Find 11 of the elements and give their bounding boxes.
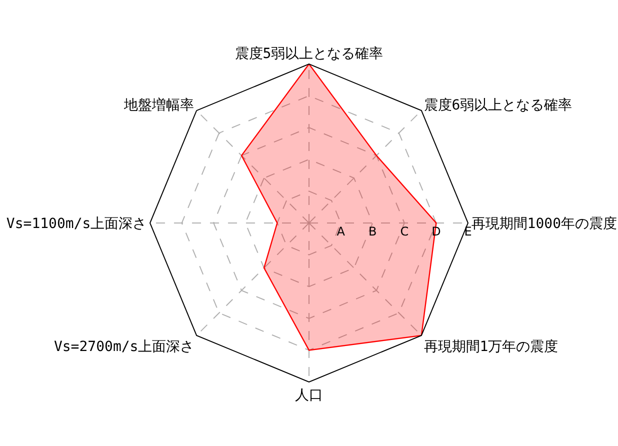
spoke-label: 震度6弱以上となる確率 bbox=[424, 98, 572, 114]
y-tick-label: C bbox=[400, 224, 409, 238]
spoke-label: 再現期間1000年の震度 bbox=[471, 216, 618, 232]
spoke-label: 地盤増幅率 bbox=[123, 96, 194, 114]
spoke-label: Vs=1100m/s上面深さ bbox=[6, 216, 147, 232]
spoke-label: Vs=2700m/s上面深さ bbox=[54, 339, 194, 356]
spoke-label: 再現期間1万年の震度 bbox=[424, 339, 558, 356]
y-tick-label: A bbox=[336, 224, 346, 238]
spoke-label: 震度5弱以上となる確率 bbox=[234, 46, 384, 62]
y-tick-label: B bbox=[368, 224, 377, 238]
spoke-label: 人口 bbox=[295, 387, 323, 404]
